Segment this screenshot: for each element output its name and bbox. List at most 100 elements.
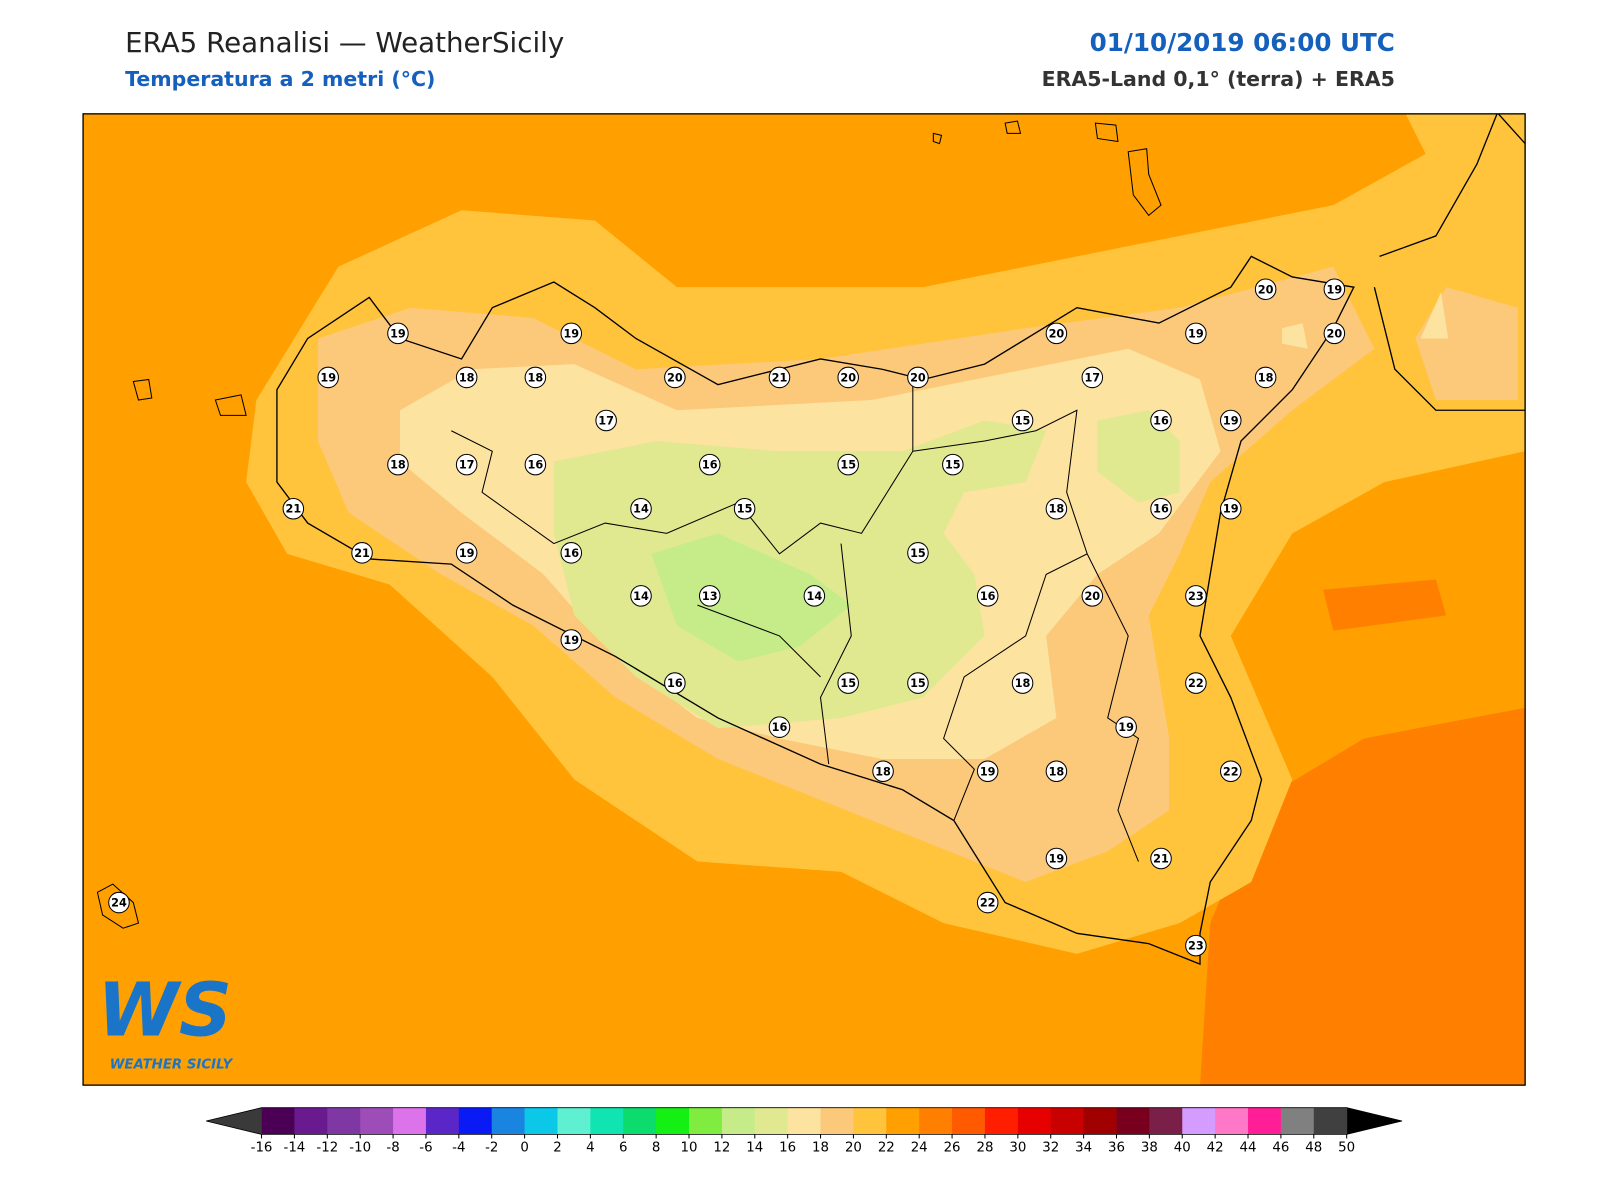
station-value: 19 [1049, 852, 1065, 865]
station-marker [630, 497, 652, 520]
station-marker [872, 760, 894, 783]
station-value: 23 [1188, 940, 1204, 953]
station-marker [907, 542, 929, 564]
station-marker [837, 672, 859, 694]
colorbar-tick-label: -4 [452, 1141, 465, 1156]
station-marker [455, 366, 478, 389]
station-value: 22 [1188, 677, 1204, 690]
station-value: 20 [667, 371, 683, 384]
station-marker [387, 322, 409, 345]
station-value: 21 [772, 371, 788, 384]
station-value: 18 [875, 765, 891, 778]
station-value: 18 [459, 371, 475, 384]
station-value: 19 [390, 327, 406, 340]
station-value: 18 [1049, 503, 1065, 516]
station-value: 16 [702, 459, 718, 472]
colorbar-swatch [1083, 1107, 1118, 1135]
station-marker [524, 453, 547, 476]
colorbar-swatch [656, 1107, 690, 1135]
station-value: 19 [320, 371, 336, 384]
station-value: 19 [1327, 283, 1343, 296]
station-value: 16 [563, 547, 579, 560]
colorbar-tick-label: 48 [1305, 1141, 1322, 1156]
calabria-coast [1373, 113, 1526, 411]
station-value: 16 [1153, 503, 1169, 516]
colorbar-outline [206, 1107, 1403, 1135]
colorbar-swatch [1149, 1107, 1183, 1135]
station-marker [595, 409, 617, 432]
colorbar-swatch [853, 1107, 887, 1135]
station-marker [108, 891, 130, 914]
station-value: 14 [633, 503, 649, 516]
station-value: 18 [390, 459, 406, 472]
station-marker [976, 891, 999, 914]
station-value: 15 [910, 547, 926, 560]
station-value: 19 [1188, 327, 1204, 340]
station-value: 19 [563, 634, 579, 647]
colorbar-tick-label: 0 [520, 1141, 528, 1156]
colorbar-swatch [1313, 1107, 1348, 1135]
colorbar-tick-label: 32 [1042, 1141, 1059, 1156]
station-marker [1150, 847, 1172, 870]
station-value: 16 [667, 677, 683, 690]
colorbar-swatch [1017, 1107, 1052, 1135]
station-value: 17 [459, 459, 475, 472]
colorbar-tick-label: 14 [746, 1141, 763, 1156]
colorbar-tick-label: 24 [911, 1141, 928, 1156]
colorbar-tick-label: 46 [1272, 1141, 1289, 1156]
colorbar-tick-label: -14 [284, 1141, 306, 1156]
colorbar-tick-label: 42 [1207, 1141, 1224, 1156]
station-marker [698, 453, 721, 476]
colorbar-swatch [952, 1107, 986, 1135]
colorbar-tick-label: 4 [586, 1141, 594, 1156]
station-value: 18 [1015, 677, 1031, 690]
station-marker [282, 497, 305, 520]
colorbar-swatch [689, 1107, 723, 1135]
station-value: 19 [1223, 415, 1239, 428]
colorbar: -16 -14 -12 -10 -8 -6 -4 -2 0 2 4 6 8 10 12 14 16 18 20 22 2… [206, 1107, 1403, 1156]
station-marker [1323, 322, 1346, 345]
station-marker [942, 453, 964, 476]
station-value: 13 [702, 590, 718, 603]
map-frame [82, 113, 1526, 1086]
station-marker [630, 585, 652, 607]
station-marker [455, 453, 478, 476]
colorbar-tick-label: 18 [812, 1141, 829, 1156]
colorbar-swatch [1182, 1107, 1216, 1135]
station-value: 15 [840, 677, 856, 690]
colorbar-swatch [425, 1107, 460, 1135]
title: ERA5 Reanalisi — WeatherSicily [125, 26, 564, 59]
station-marker [455, 542, 478, 564]
station-marker [1081, 366, 1104, 389]
date: 01/10/2019 06:00 UTC [1090, 28, 1395, 57]
station-marker [1254, 278, 1277, 300]
colorbar-tick-label: -12 [316, 1141, 338, 1156]
station-marker [1185, 672, 1207, 694]
station-marker [1011, 672, 1034, 694]
colorbar-tick-label: -6 [419, 1141, 432, 1156]
colorbar-extend-low [206, 1107, 262, 1135]
colorbar-extend-high [1346, 1107, 1403, 1135]
colorbar-swatch [524, 1107, 558, 1135]
station-value: 20 [1084, 590, 1100, 603]
islands [96, 120, 1162, 929]
colorbar-tick-label: 10 [681, 1141, 698, 1156]
colorbar-swatch [261, 1107, 295, 1135]
colorbar-tick-label: 6 [619, 1141, 627, 1156]
colorbar-swatch [1280, 1107, 1315, 1135]
source: ERA5-Land 0,1° (terra) + ERA5 [1042, 67, 1395, 91]
station-marker [698, 585, 721, 607]
contour-14 [553, 410, 1180, 729]
station-value: 16 [1153, 415, 1169, 428]
colorbar-swatch [1215, 1107, 1249, 1135]
station-value: 16 [528, 459, 544, 472]
colorbar-tick-label: 30 [1009, 1141, 1026, 1156]
station-value: 16 [772, 721, 788, 734]
station-marker [907, 672, 929, 694]
station-value: 20 [1327, 327, 1343, 340]
station-value: 14 [633, 590, 649, 603]
station-value: 19 [980, 765, 996, 778]
station-value: 17 [598, 415, 614, 428]
station-value: 15 [1015, 415, 1031, 428]
colorbar-tick-label: 20 [845, 1141, 862, 1156]
